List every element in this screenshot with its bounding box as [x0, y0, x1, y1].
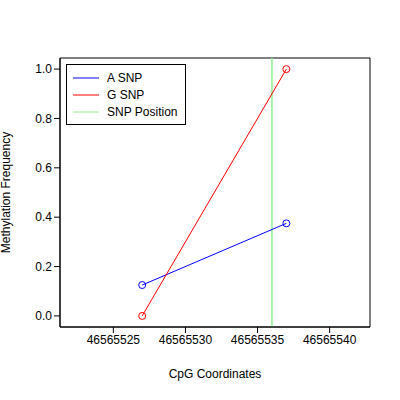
svg-text:CpG Coordinates: CpG Coordinates — [169, 367, 262, 381]
svg-text:Methylation Frequency: Methylation Frequency — [8, 132, 13, 253]
html-text:G SNP: G SNP — [107, 87, 145, 102]
svg-text:0.6: 0.6 — [35, 161, 52, 175]
svg-text:46565535: 46565535 — [231, 333, 285, 347]
svg-text:46565540: 46565540 — [303, 333, 357, 347]
svg-text:0.0: 0.0 — [35, 309, 52, 323]
svg-text:0.2: 0.2 — [35, 260, 52, 274]
svg-text:0.8: 0.8 — [35, 112, 52, 126]
html-text:A SNP: A SNP — [107, 70, 143, 85]
svg-text:46565525: 46565525 — [87, 333, 141, 347]
svg-text:1.0: 1.0 — [35, 62, 52, 76]
html-text:SNP Position: SNP Position — [107, 104, 178, 119]
svg-text:46565530: 46565530 — [159, 333, 213, 347]
svg-text:0.4: 0.4 — [35, 210, 52, 224]
